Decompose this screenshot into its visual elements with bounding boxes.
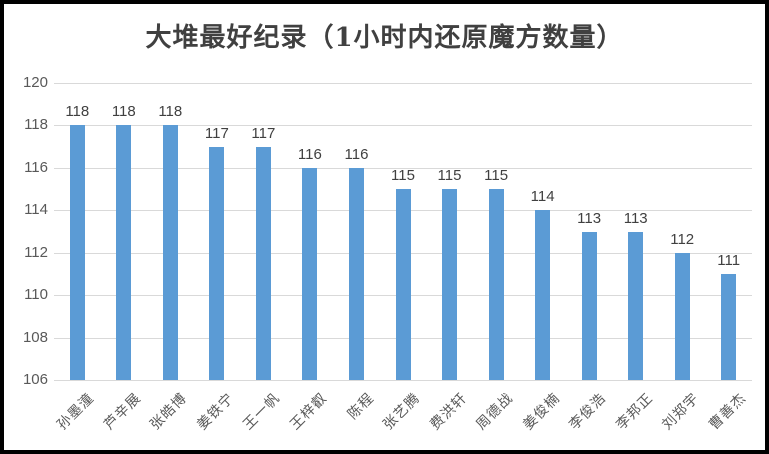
y-axis-tick-label: 114 bbox=[24, 201, 48, 219]
bar bbox=[488, 189, 504, 380]
x-axis-category-label: 陈程 bbox=[344, 390, 377, 423]
x-axis-category-label: 姜铁宁 bbox=[194, 390, 238, 434]
bar-value-label: 115 bbox=[391, 167, 415, 185]
bar bbox=[674, 252, 690, 380]
bar-value-label: 118 bbox=[111, 103, 136, 121]
bar bbox=[116, 125, 132, 380]
bar-value-label: 116 bbox=[344, 145, 369, 163]
chart-title: 大堆最好纪录（1小时内还原魔方数量） bbox=[145, 23, 624, 53]
x-axis-category-label: 姜俊楠 bbox=[519, 390, 564, 434]
y-axis-tick-label: 112 bbox=[24, 243, 48, 261]
bar bbox=[721, 273, 737, 380]
bar bbox=[535, 210, 551, 380]
x-axis-category-label: 张艺腾 bbox=[380, 390, 424, 434]
bar bbox=[442, 189, 457, 380]
x-axis-category-label: 李俊浩 bbox=[566, 390, 610, 434]
bar bbox=[581, 231, 597, 380]
x-axis-category-label: 王梓叡 bbox=[287, 390, 331, 434]
x-axis-category-label: 孙墨潼 bbox=[54, 390, 98, 434]
bar-value-label: 111 bbox=[717, 251, 741, 269]
bar bbox=[395, 189, 411, 380]
bar-value-label: 118 bbox=[158, 103, 183, 121]
x-axis-category-label: 曹善杰 bbox=[705, 390, 750, 434]
bar bbox=[209, 146, 225, 380]
y-axis-tick-label: 110 bbox=[24, 286, 48, 304]
bar bbox=[302, 167, 318, 380]
y-axis-tick-label: 106 bbox=[22, 371, 48, 388]
bar-value-label: 115 bbox=[437, 167, 462, 185]
x-axis-category-label: 周德战 bbox=[473, 390, 517, 434]
bar-value-label: 113 bbox=[577, 209, 602, 227]
bar-value-label: 117 bbox=[204, 124, 229, 142]
bar bbox=[349, 167, 364, 380]
y-axis-tick-label: 108 bbox=[22, 328, 48, 346]
gridline bbox=[54, 125, 752, 127]
bar-value-label: 117 bbox=[251, 124, 276, 142]
bar bbox=[255, 146, 271, 380]
x-axis-category-label: 刘郑宇 bbox=[659, 390, 703, 434]
gridline bbox=[54, 83, 752, 84]
y-axis-tick-label: 118 bbox=[24, 116, 48, 134]
bar-value-label: 112 bbox=[670, 230, 695, 248]
bar-value-label: 116 bbox=[297, 145, 322, 163]
bar bbox=[69, 125, 85, 380]
x-axis-category-label: 李邦正 bbox=[612, 390, 657, 434]
bar-value-label: 118 bbox=[65, 103, 90, 121]
bar bbox=[162, 125, 178, 380]
x-axis-category-label: 王一帆 bbox=[240, 390, 284, 434]
x-axis-category-label: 芦辛展 bbox=[101, 390, 145, 434]
bar-value-label: 114 bbox=[530, 188, 555, 206]
bar bbox=[628, 231, 644, 380]
bar-value-label: 115 bbox=[484, 167, 509, 185]
x-axis-category-label: 费洪轩 bbox=[426, 390, 470, 434]
gridline bbox=[54, 380, 752, 381]
bar-value-label: 113 bbox=[623, 209, 648, 227]
gridline bbox=[54, 167, 752, 169]
y-axis-tick-label: 120 bbox=[22, 74, 48, 91]
x-axis-category-label: 张皓博 bbox=[147, 390, 191, 434]
y-axis-tick-label: 116 bbox=[24, 158, 48, 176]
